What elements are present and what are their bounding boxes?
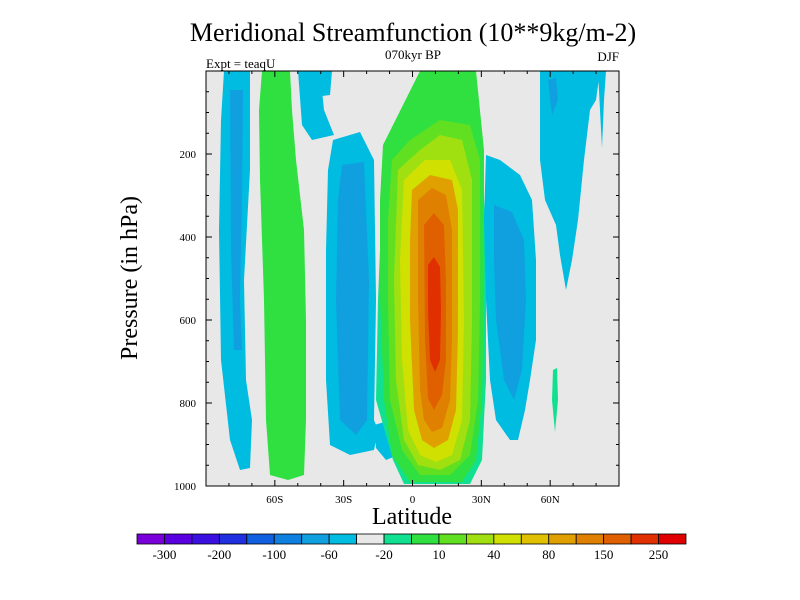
colorbar-swatch <box>246 533 275 545</box>
y-tick-label: 200 <box>180 149 197 161</box>
contour-south-mid-negative-inner <box>336 162 369 435</box>
colorbar-swatch <box>520 533 550 545</box>
colorbar-swatch <box>411 533 440 545</box>
colorbar-label: 10 <box>432 547 445 562</box>
colorbar-label: 80 <box>542 547 555 562</box>
y-tick-label: 800 <box>180 398 197 410</box>
contour-north-upper-negative-inner <box>548 78 558 115</box>
colorbar-label: 150 <box>594 547 614 562</box>
colorbar-swatch <box>273 533 303 545</box>
colorbar-swatch <box>493 533 522 545</box>
colorbar-swatch <box>438 533 467 545</box>
colorbar-label: -100 <box>262 547 286 562</box>
colorbar-label: -20 <box>375 547 392 562</box>
contour-north-upper-negative <box>540 71 600 290</box>
colorbar-swatch <box>218 533 248 545</box>
x-tick-label: 60S <box>266 494 283 506</box>
colorbar-swatch <box>383 533 412 545</box>
colorbar-label: -300 <box>153 547 177 562</box>
x-tick-label: 30N <box>472 494 491 506</box>
chart-title: Meridional Streamfunction (10**9kg/m-2) <box>190 18 636 47</box>
x-tick-label: 60N <box>541 494 560 506</box>
x-axis-label: Latitude <box>372 504 452 530</box>
season-label: DJF <box>597 49 619 64</box>
colorbar-label: 250 <box>649 547 669 562</box>
axis-ticks: 60S 30S 0 30N 60N 200 400 600 800 1000 <box>174 71 619 506</box>
contour-top-negative <box>300 71 332 98</box>
colorbar-label: -60 <box>320 547 337 562</box>
contour-north-small-positive <box>552 368 558 432</box>
colorbar-swatch <box>356 533 385 545</box>
colorbar-swatch <box>164 533 193 545</box>
colorbar-swatch <box>548 533 577 545</box>
contour-fields <box>219 71 606 484</box>
colorbar-swatch <box>603 533 632 545</box>
colorbar: -300 -200 -100 -60 -20 10 40 80 150 250 <box>136 533 687 562</box>
chart-subtitle: 070kyr BP <box>385 47 441 62</box>
contour-north-negative-inner <box>494 205 526 400</box>
y-tick-label: 1000 <box>174 481 197 493</box>
colorbar-swatch <box>191 533 220 545</box>
colorbar-label: 40 <box>487 547 500 562</box>
y-tick-label: 600 <box>180 315 197 327</box>
contour-hadley-peak <box>428 257 441 372</box>
experiment-label: Expt = teaqU <box>206 56 276 71</box>
colorbar-swatch <box>301 533 330 545</box>
colorbar-swatch <box>465 533 495 545</box>
x-tick-label: 30S <box>335 494 352 506</box>
colorbar-swatch <box>575 533 605 545</box>
y-tick-label: 400 <box>180 232 197 244</box>
colorbar-swatch <box>136 533 165 545</box>
x-tick-label: 0 <box>410 494 416 506</box>
colorbar-swatch <box>328 533 357 545</box>
contour-south-ferrel-positive <box>259 71 306 480</box>
colorbar-label: -200 <box>207 547 231 562</box>
colorbar-swatch <box>658 533 687 545</box>
contour-north-polar-negative <box>598 71 606 148</box>
y-axis-label: Pressure (in hPa) <box>117 196 143 360</box>
colorbar-swatch <box>630 533 659 545</box>
plot-area: 60S 30S 0 30N 60N 200 400 600 800 1000 <box>174 70 620 506</box>
contour-south-polar-inner <box>230 90 243 350</box>
